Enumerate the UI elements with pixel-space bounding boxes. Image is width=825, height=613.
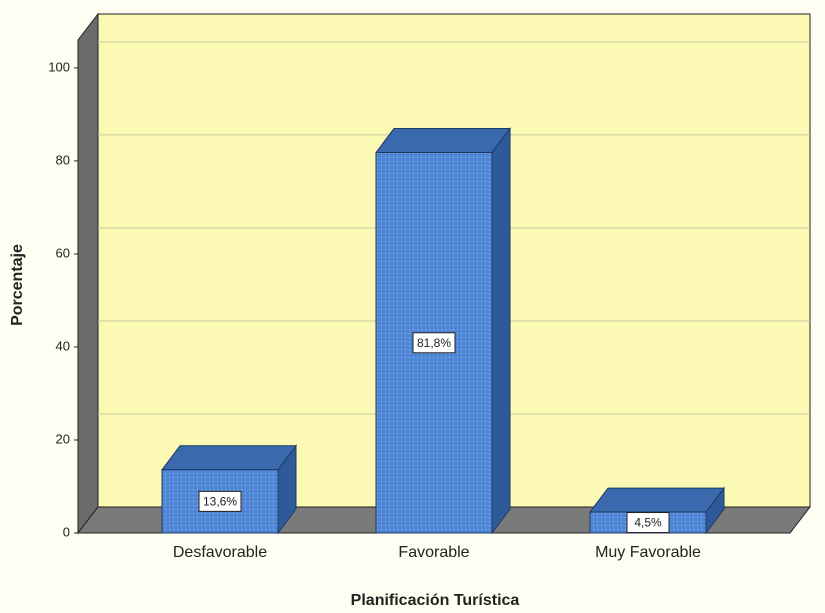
bar-top: [375, 128, 511, 154]
bar-top: [589, 487, 725, 513]
value-label: 81,8%: [417, 336, 451, 350]
value-label: 13,6%: [203, 495, 237, 509]
y-tick-label: 100: [48, 59, 70, 74]
value-label-box: [412, 332, 456, 354]
y-tick-label: 40: [56, 338, 70, 353]
value-label-box: [198, 490, 242, 512]
y-tick-label: 0: [63, 524, 70, 539]
x-axis-title: Planificación Turística: [351, 592, 520, 609]
y-axis-title: Porcentaje: [9, 244, 26, 326]
value-label: 4,5%: [634, 516, 662, 530]
x-tick-label: Favorable: [398, 544, 469, 561]
y-tick-label: 60: [56, 245, 70, 260]
bar-side: [491, 127, 511, 535]
y-tick-label: 20: [56, 431, 70, 446]
x-tick-label: Desfavorable: [173, 544, 267, 561]
left-wall: [77, 12, 99, 535]
value-label-box: [626, 512, 670, 534]
x-tick-label: Muy Favorable: [595, 544, 701, 561]
y-tick-label: 80: [56, 152, 70, 167]
bar-top: [161, 445, 297, 471]
